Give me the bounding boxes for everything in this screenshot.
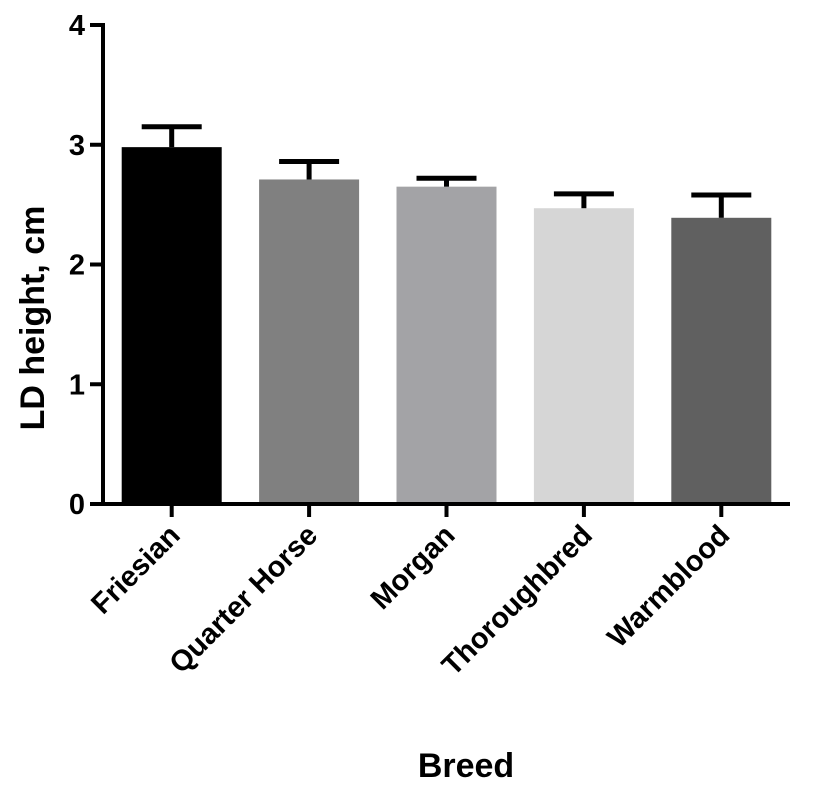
- y-tick-label: 4: [69, 10, 85, 42]
- y-tick-label: 1: [69, 369, 85, 401]
- y-tick-label: 0: [69, 489, 85, 521]
- bar-thoroughbred: [533, 208, 634, 504]
- bar-warmblood: [671, 217, 772, 505]
- bar-quarter-horse: [259, 179, 360, 505]
- x-tick-label: Warmblood: [602, 519, 737, 654]
- error-bars-group: [141, 124, 752, 218]
- x-axis-title: Breed: [418, 747, 514, 785]
- y-tick-label: 3: [69, 130, 85, 162]
- x-tick-label: Thoroughbred: [436, 519, 599, 682]
- bar-morgan: [396, 186, 497, 504]
- x-tick-label: Morgan: [365, 519, 462, 616]
- x-tick-label: Quarter Horse: [164, 519, 325, 680]
- y-axis-title: LD height, cm: [14, 206, 52, 431]
- bar-friesian: [121, 147, 222, 504]
- x-tick-label: Friesian: [85, 519, 186, 620]
- bars-group: [121, 147, 772, 505]
- y-tick-label: 2: [69, 250, 85, 282]
